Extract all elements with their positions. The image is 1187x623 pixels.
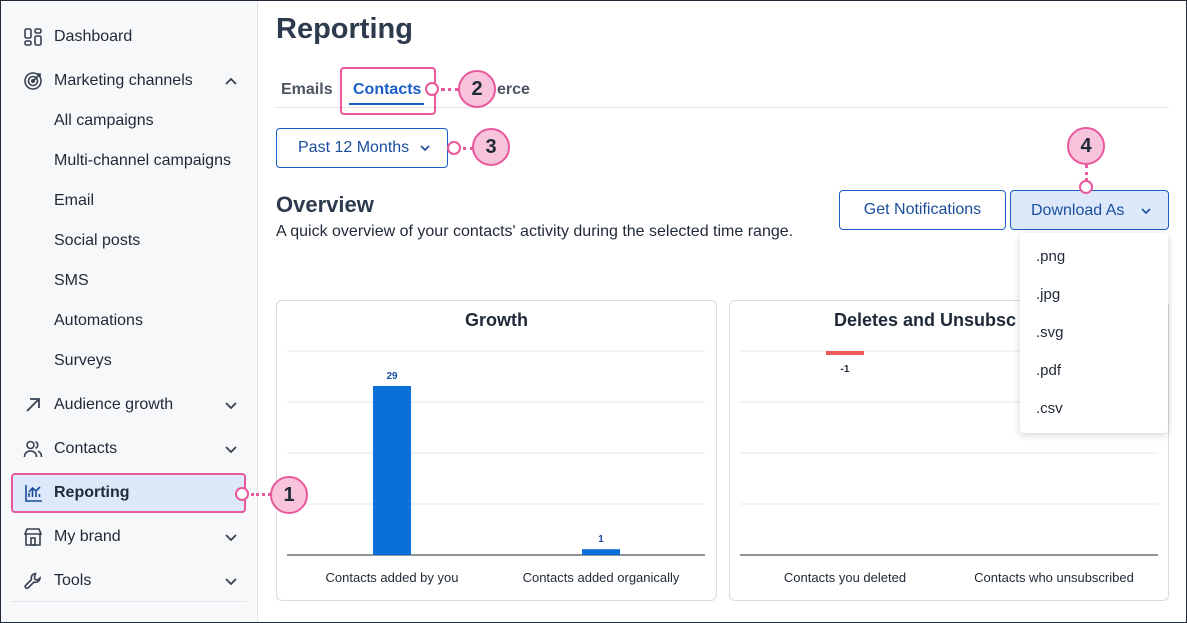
chevron-down-icon[interactable] [223,530,239,544]
sidebar: Dashboard Marketing channels All campaig… [1,1,258,622]
people-icon [23,440,43,458]
sidebar-item-contacts[interactable]: Contacts [1,429,257,469]
x-tick-label: Contacts added organically [523,570,680,585]
sidebar-subitem-email[interactable]: Email [54,192,95,209]
sidebar-subitem-all-campaigns[interactable]: All campaigns [54,112,154,129]
sidebar-item-label: Marketing channels [54,72,193,89]
growth-chart: 29 Contacts added by you 1 Contacts added o… [287,350,705,585]
download-option-svg[interactable]: .svg [1036,324,1064,341]
sidebar-item-label: My brand [54,528,121,545]
sidebar-subitem-surveys[interactable]: Surveys [54,352,112,369]
chevron-down-icon [420,145,430,152]
callout-anchor-3 [447,141,461,155]
callout-anchor-1 [235,487,249,501]
download-as-button[interactable]: Download As [1010,190,1169,230]
callout-connector-4 [1085,165,1088,181]
tab-contacts[interactable]: Contacts [353,81,422,98]
sidebar-item-label: Dashboard [54,28,133,45]
download-menu: .png .jpg .svg .pdf .csv [1020,233,1168,433]
tab-bar: Emails Contacts erce [276,67,1169,108]
deletes-chart: -1 Contacts you deleted Contacts who unsub… [740,350,1158,585]
chevron-down-icon[interactable] [223,574,239,588]
data-label: 1 [598,534,604,545]
sidebar-item-tools[interactable]: Tools [1,561,257,601]
active-tab-indicator [349,103,424,105]
target-icon [24,72,42,90]
sidebar-item-my-brand[interactable]: My brand [1,517,257,557]
chart-bar [373,385,411,555]
sidebar-item-marketing-channels[interactable]: Marketing channels [1,61,257,101]
callout-anchor-4 [1079,180,1093,194]
overview-title: Overview [276,192,374,217]
page-title: Reporting [276,13,413,45]
sidebar-subitem-sms[interactable]: SMS [54,272,89,289]
chart-bar [582,549,620,555]
sidebar-item-label: Reporting [54,484,130,501]
sidebar-item-audience-growth[interactable]: Audience growth [1,385,257,425]
callout-2: 2 [458,70,496,108]
download-option-png[interactable]: .png [1036,248,1066,265]
sidebar-item-label: Contacts [54,440,118,457]
download-option-csv[interactable]: .csv [1036,400,1063,417]
store-icon [23,528,43,546]
growth-chart-card: Growth 29 Contacts added by you 1 Contacts … [276,300,717,601]
get-notifications-button[interactable]: Get Notifications [839,190,1006,230]
x-tick-label: Contacts you deleted [784,570,906,585]
sidebar-item-label: Tools [54,572,92,589]
sidebar-divider [11,601,247,602]
download-option-jpg[interactable]: .jpg [1036,286,1061,303]
data-label: -1 [841,364,850,375]
callout-3: 3 [472,128,510,166]
tab-ecommerce[interactable]: erce [497,81,530,98]
callout-4: 4 [1067,127,1105,165]
download-as-label: Download As [1031,202,1125,219]
time-range-dropdown[interactable]: Past 12 Months [276,128,448,168]
callout-connector-1 [251,493,271,496]
dashboard-icon [24,28,42,46]
x-tick-label: Contacts added by you [326,570,459,585]
callout-connector-2 [441,88,459,91]
chevron-down-icon[interactable] [223,398,239,412]
tab-emails[interactable]: Emails [281,81,333,98]
chevron-down-icon[interactable] [223,442,239,456]
sidebar-item-reporting[interactable]: Reporting [11,473,246,513]
wrench-icon [24,572,41,590]
sidebar-subitem-multi-channel[interactable]: Multi-channel campaigns [54,152,231,169]
highlight-box [340,67,436,115]
chart-bar [826,351,864,355]
callout-anchor-2 [425,82,439,96]
chart-icon [25,485,42,502]
overview-subtitle: A quick overview of your contacts' activ… [276,223,794,240]
data-label: 29 [386,371,398,382]
sidebar-item-label: Audience growth [54,396,174,413]
callout-1: 1 [270,476,308,514]
chevron-down-icon [1141,208,1151,215]
time-range-label: Past 12 Months [298,139,410,156]
chevron-up-icon[interactable] [223,74,239,88]
x-tick-label: Contacts who unsubscribed [974,570,1134,585]
deletes-chart-title: Deletes and Unsubsc [834,310,1017,330]
sidebar-item-dashboard[interactable]: Dashboard [1,17,257,57]
arrow-up-right-icon [26,398,40,412]
growth-chart-title: Growth [465,310,528,330]
callout-connector-3 [463,147,473,150]
download-option-pdf[interactable]: .pdf [1036,362,1062,379]
sidebar-subitem-automations[interactable]: Automations [54,312,143,329]
sidebar-subitem-social-posts[interactable]: Social posts [54,232,141,249]
